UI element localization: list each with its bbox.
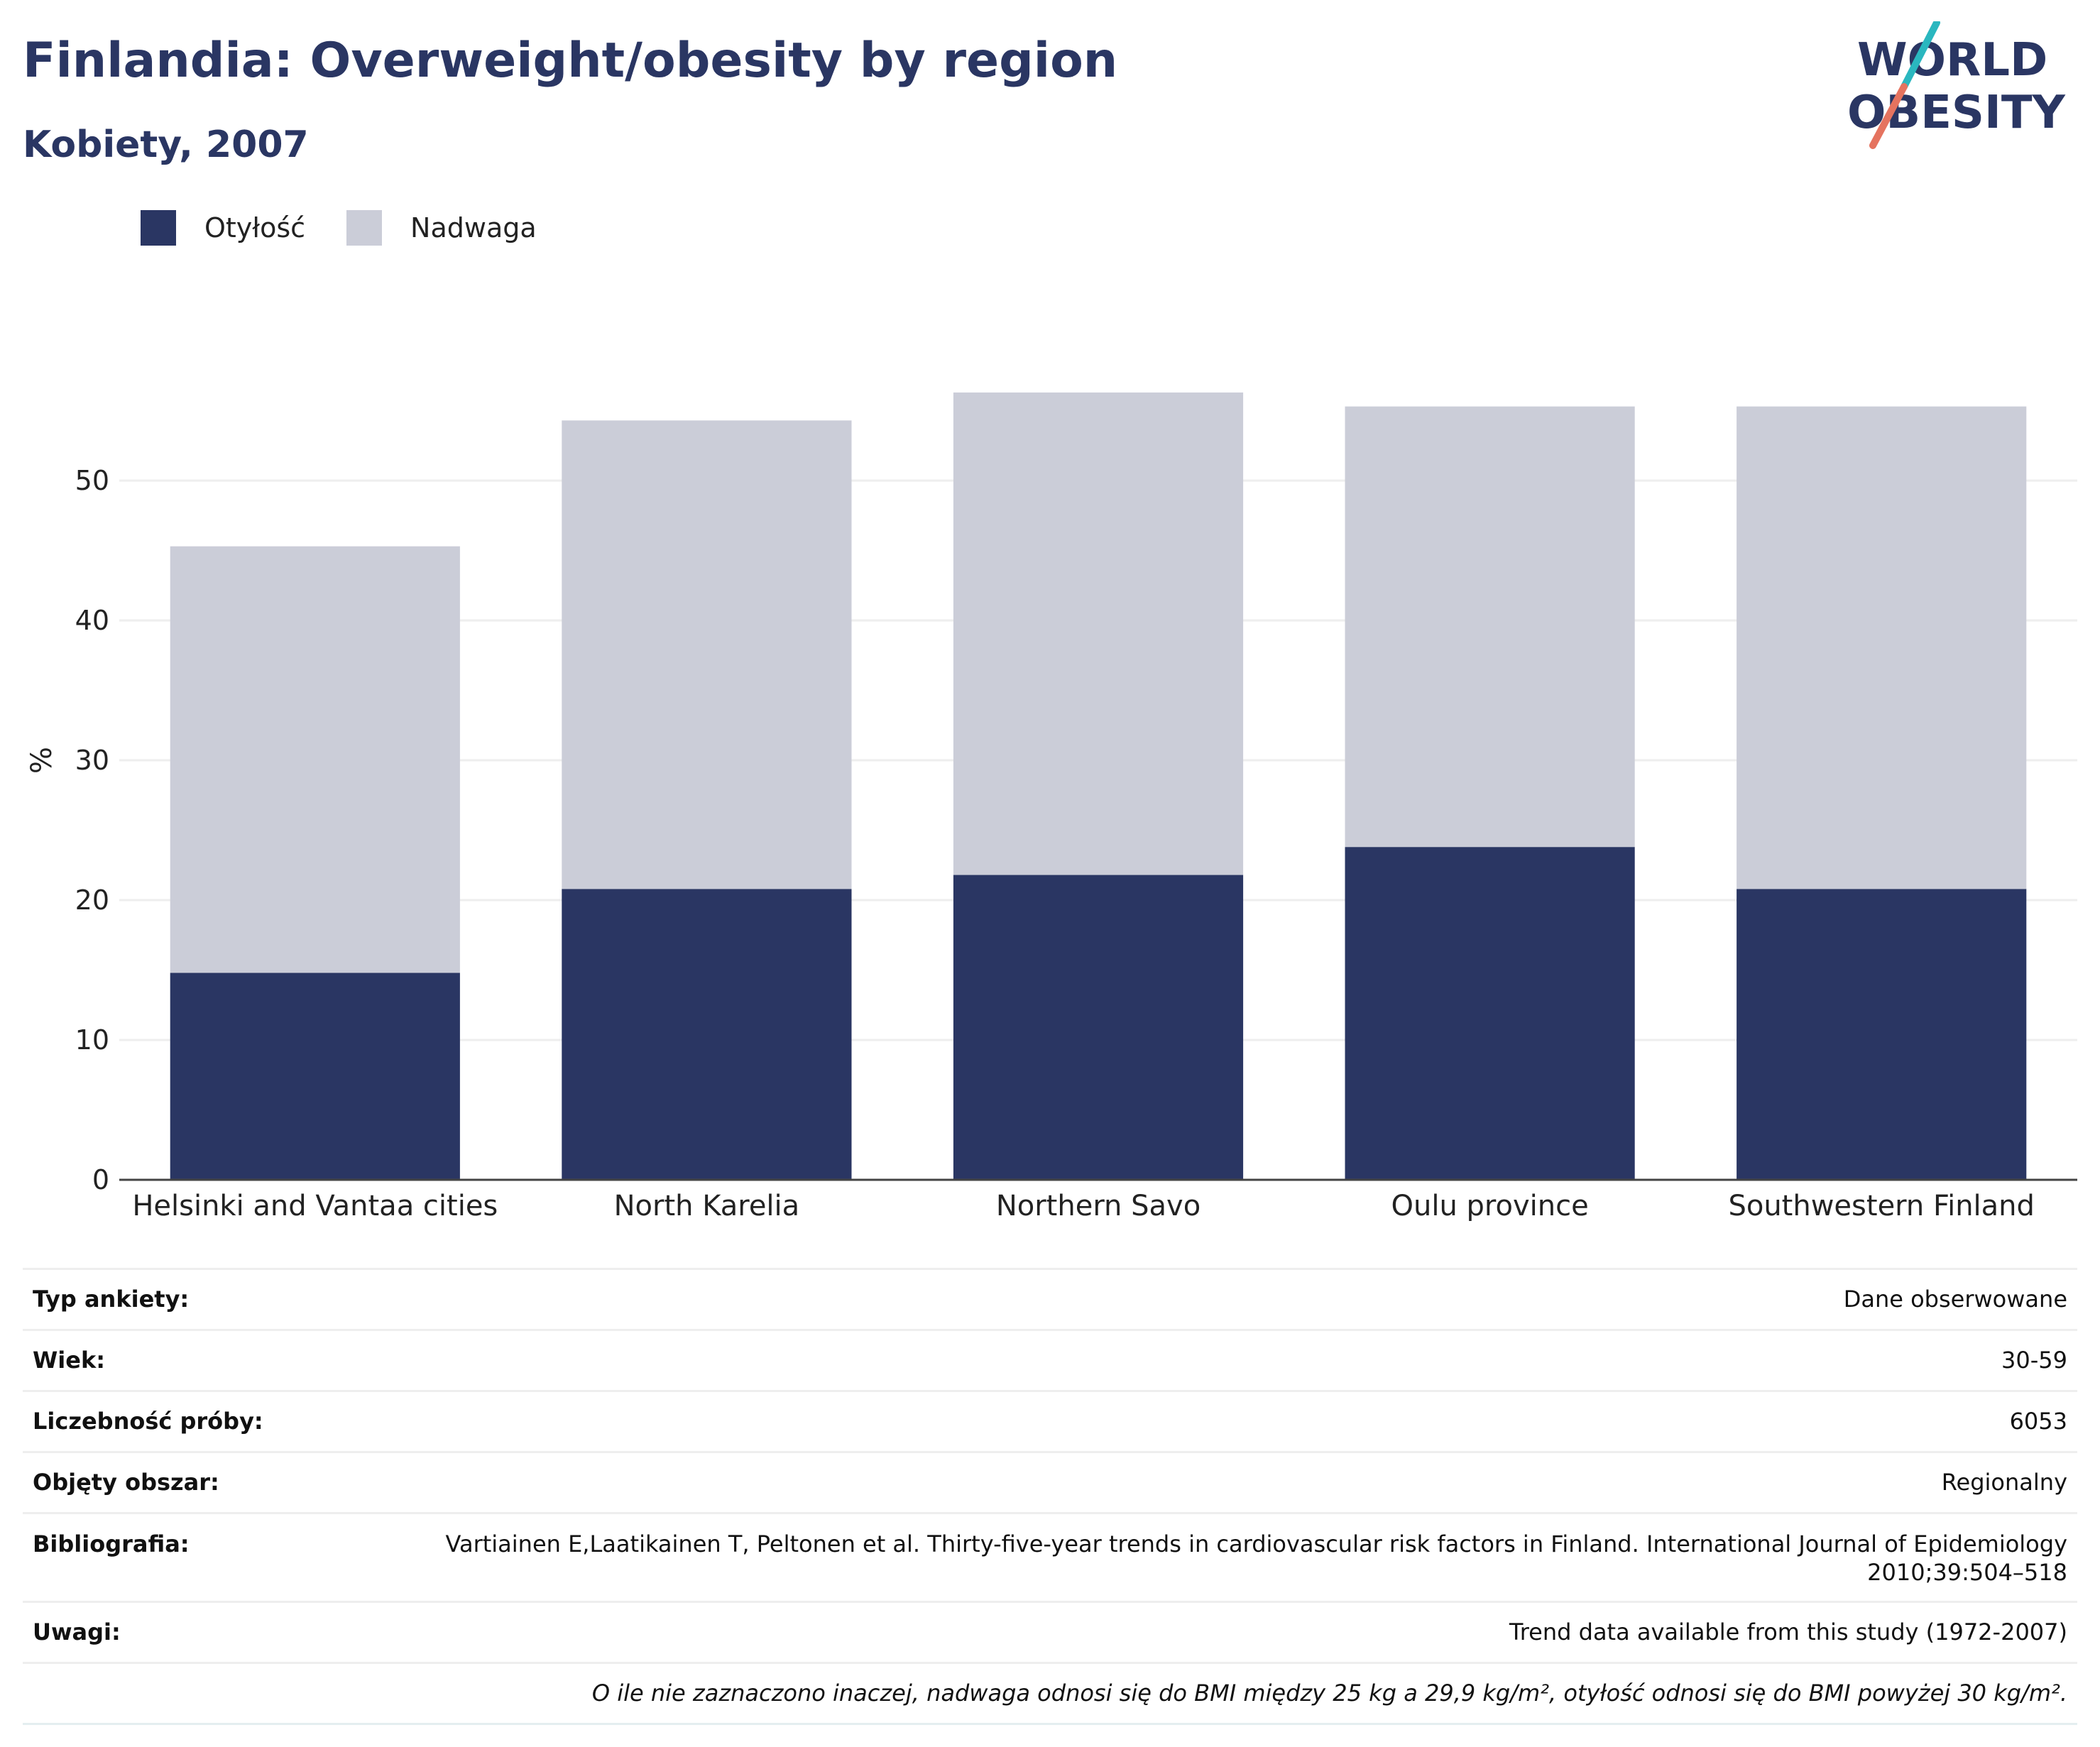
meta-key: Liczebność próby: [23,1390,273,1452]
table-row: Liczebność próby: 6053 [23,1390,2077,1452]
bar-obesity [953,875,1244,1180]
x-tick-label: Oulu province [1391,1190,1589,1221]
meta-key: Typ ankiety: [23,1268,273,1330]
y-tick-label: 0 [92,1164,109,1195]
chart-subtitle: Kobiety, 2007 [23,124,309,166]
x-tick-label: Northern Savo [996,1190,1201,1221]
y-axis-label: % [26,747,58,774]
table-row: Wiek: 30-59 [23,1329,2077,1391]
bar-obesity [562,889,852,1180]
chart-title: Finlandia: Overweight/obesity by region [23,33,1118,89]
y-tick-label: 40 [75,605,109,636]
meta-key: Objęty obszar: [23,1451,273,1513]
meta-value: Dane obserwowane [273,1268,2077,1330]
bar-chart: 0 10 20 30 40 50% Helsinki and Vantaa cities No… [26,392,2077,1221]
world-obesity-logo: WORLD OBESITY [1847,21,2065,149]
table-row: Uwagi: Trend data available from this st… [23,1601,2077,1663]
x-tick-label: North Karelia [614,1190,800,1221]
meta-value: 6053 [273,1390,2077,1452]
bar-overweight [562,420,852,889]
metadata-table: Typ ankiety: Dane obserwowane Wiek: 30-5… [23,1268,2077,1725]
bar-obesity [1345,847,1635,1180]
meta-value: Trend data available from this study (19… [273,1601,2077,1663]
meta-key: Bibliografia: [23,1512,273,1602]
table-row: Bibliografia: Vartiainen E,Laatikainen T… [23,1512,2077,1602]
table-row: O ile nie zaznaczono inaczej, nadwaga od… [23,1662,2077,1725]
bar-overweight [953,392,1244,875]
meta-key: Wiek: [23,1329,273,1391]
logo-line1: WORLD [1857,34,2047,87]
bar-obesity [1737,889,2027,1180]
table-row: Typ ankiety: Dane obserwowane [23,1268,2077,1330]
legend-swatch-overweight [346,210,383,246]
bar-overweight [1737,406,2027,889]
legend-swatch-obesity [141,210,176,246]
x-tick-label: Southwestern Finland [1728,1190,2034,1221]
bar-overweight [170,546,460,973]
legend-label-obesity: Otyłość [204,212,306,243]
bar-overweight [1345,406,1635,848]
legend-item-obesity[interactable]: Otyłość [141,210,305,246]
legend-item-overweight[interactable]: Nadwaga [346,210,537,246]
meta-value: 30-59 [273,1329,2077,1391]
meta-value: Regionalny [273,1451,2077,1513]
meta-value-bibliography: Vartiainen E,Laatikainen T, Peltonen et … [273,1512,2077,1602]
logo-slash-bottom [1869,83,1908,149]
y-tick-label: 30 [75,745,109,776]
bar-obesity [170,973,460,1180]
chart-legend: Otyłość Nadwaga [141,210,578,246]
table-row: Objęty obszar: Regionalny [23,1451,2077,1513]
logo-slash-top [1901,21,1940,90]
meta-key: Uwagi: [23,1601,273,1663]
x-tick-label: Helsinki and Vantaa cities [132,1190,498,1221]
footnote: O ile nie zaznaczono inaczej, nadwaga od… [273,1662,2077,1725]
y-tick-label: 10 [75,1024,109,1056]
legend-label-overweight: Nadwaga [410,212,537,243]
y-tick-label: 50 [75,465,109,496]
y-tick-label: 20 [75,885,109,916]
